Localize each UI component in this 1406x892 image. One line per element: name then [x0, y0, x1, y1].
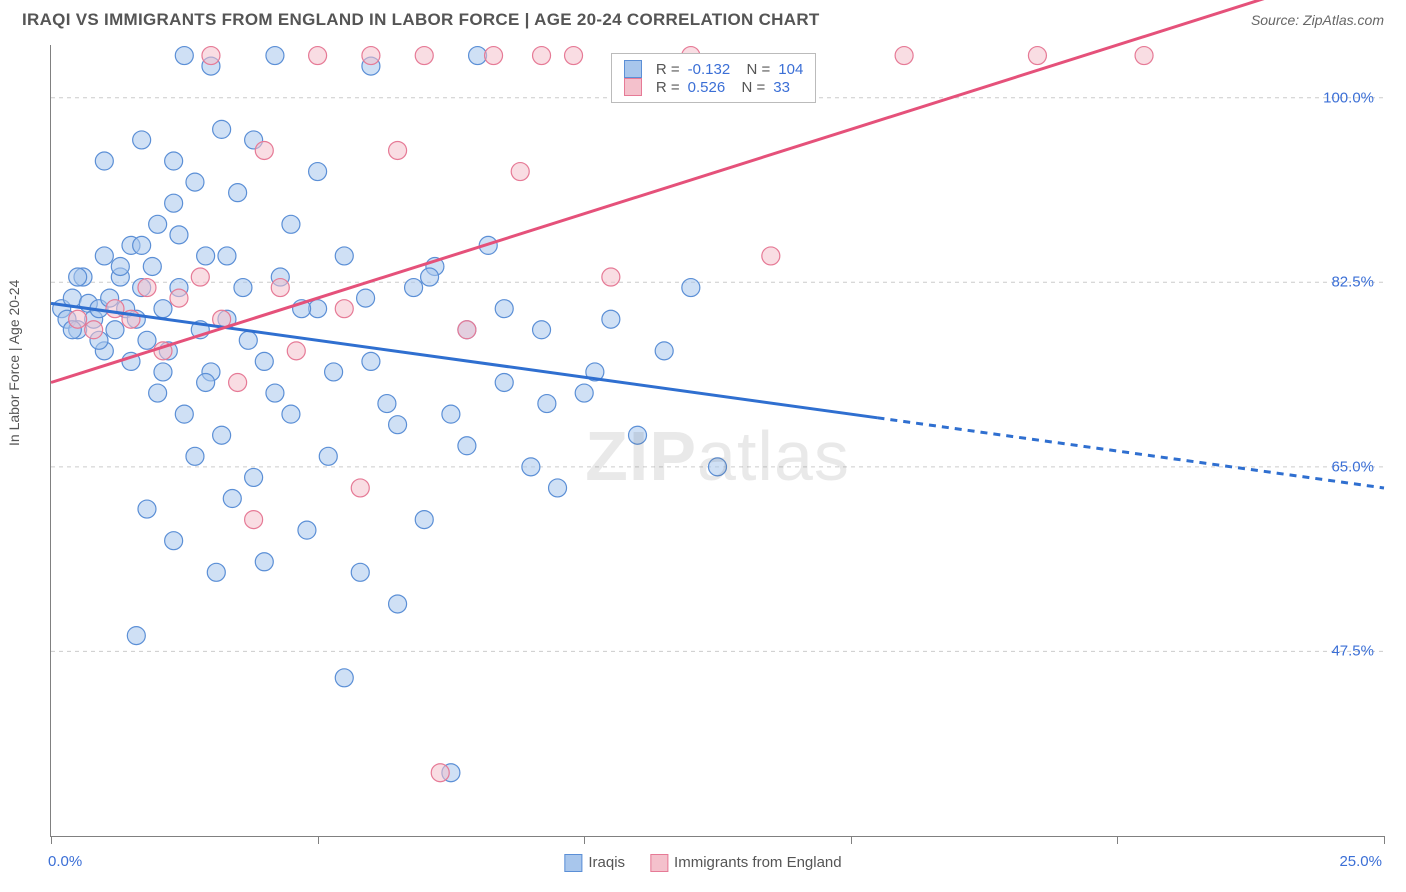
swatch-series-1 — [624, 60, 642, 78]
chart-area: ZIPatlas R = -0.132 N = 104 R = 0.526 N … — [50, 45, 1384, 837]
y-tick-label: 100.0% — [1323, 89, 1374, 106]
legend-swatch-1 — [564, 854, 582, 872]
stats-row-series-1: R = -0.132 N = 104 — [624, 60, 803, 78]
legend-item-2: Immigrants from England — [650, 854, 842, 872]
y-tick-label: 47.5% — [1331, 643, 1374, 660]
scatter-plot-svg — [51, 45, 1384, 836]
header: IRAQI VS IMMIGRANTS FROM ENGLAND IN LABO… — [0, 0, 1406, 36]
source-attribution: Source: ZipAtlas.com — [1251, 12, 1384, 28]
swatch-series-2 — [624, 78, 642, 96]
y-axis-label: In Labor Force | Age 20-24 — [6, 280, 22, 446]
legend-swatch-2 — [650, 854, 668, 872]
x-tick — [318, 836, 319, 844]
y-tick-label: 82.5% — [1331, 274, 1374, 291]
chart-title: IRAQI VS IMMIGRANTS FROM ENGLAND IN LABO… — [22, 10, 820, 30]
stats-legend-box: R = -0.132 N = 104 R = 0.526 N = 33 — [611, 53, 816, 103]
y-tick-label: 65.0% — [1331, 458, 1374, 475]
legend-item-1: Iraqis — [564, 854, 625, 872]
x-tick — [51, 836, 52, 844]
stats-row-series-2: R = 0.526 N = 33 — [624, 78, 803, 96]
x-tick — [1117, 836, 1118, 844]
x-tick — [851, 836, 852, 844]
x-tick — [584, 836, 585, 844]
bottom-legend: Iraqis Immigrants from England — [564, 854, 841, 872]
x-tick — [1384, 836, 1385, 844]
x-axis-min-label: 0.0% — [48, 853, 82, 870]
x-axis-max-label: 25.0% — [1339, 853, 1382, 870]
